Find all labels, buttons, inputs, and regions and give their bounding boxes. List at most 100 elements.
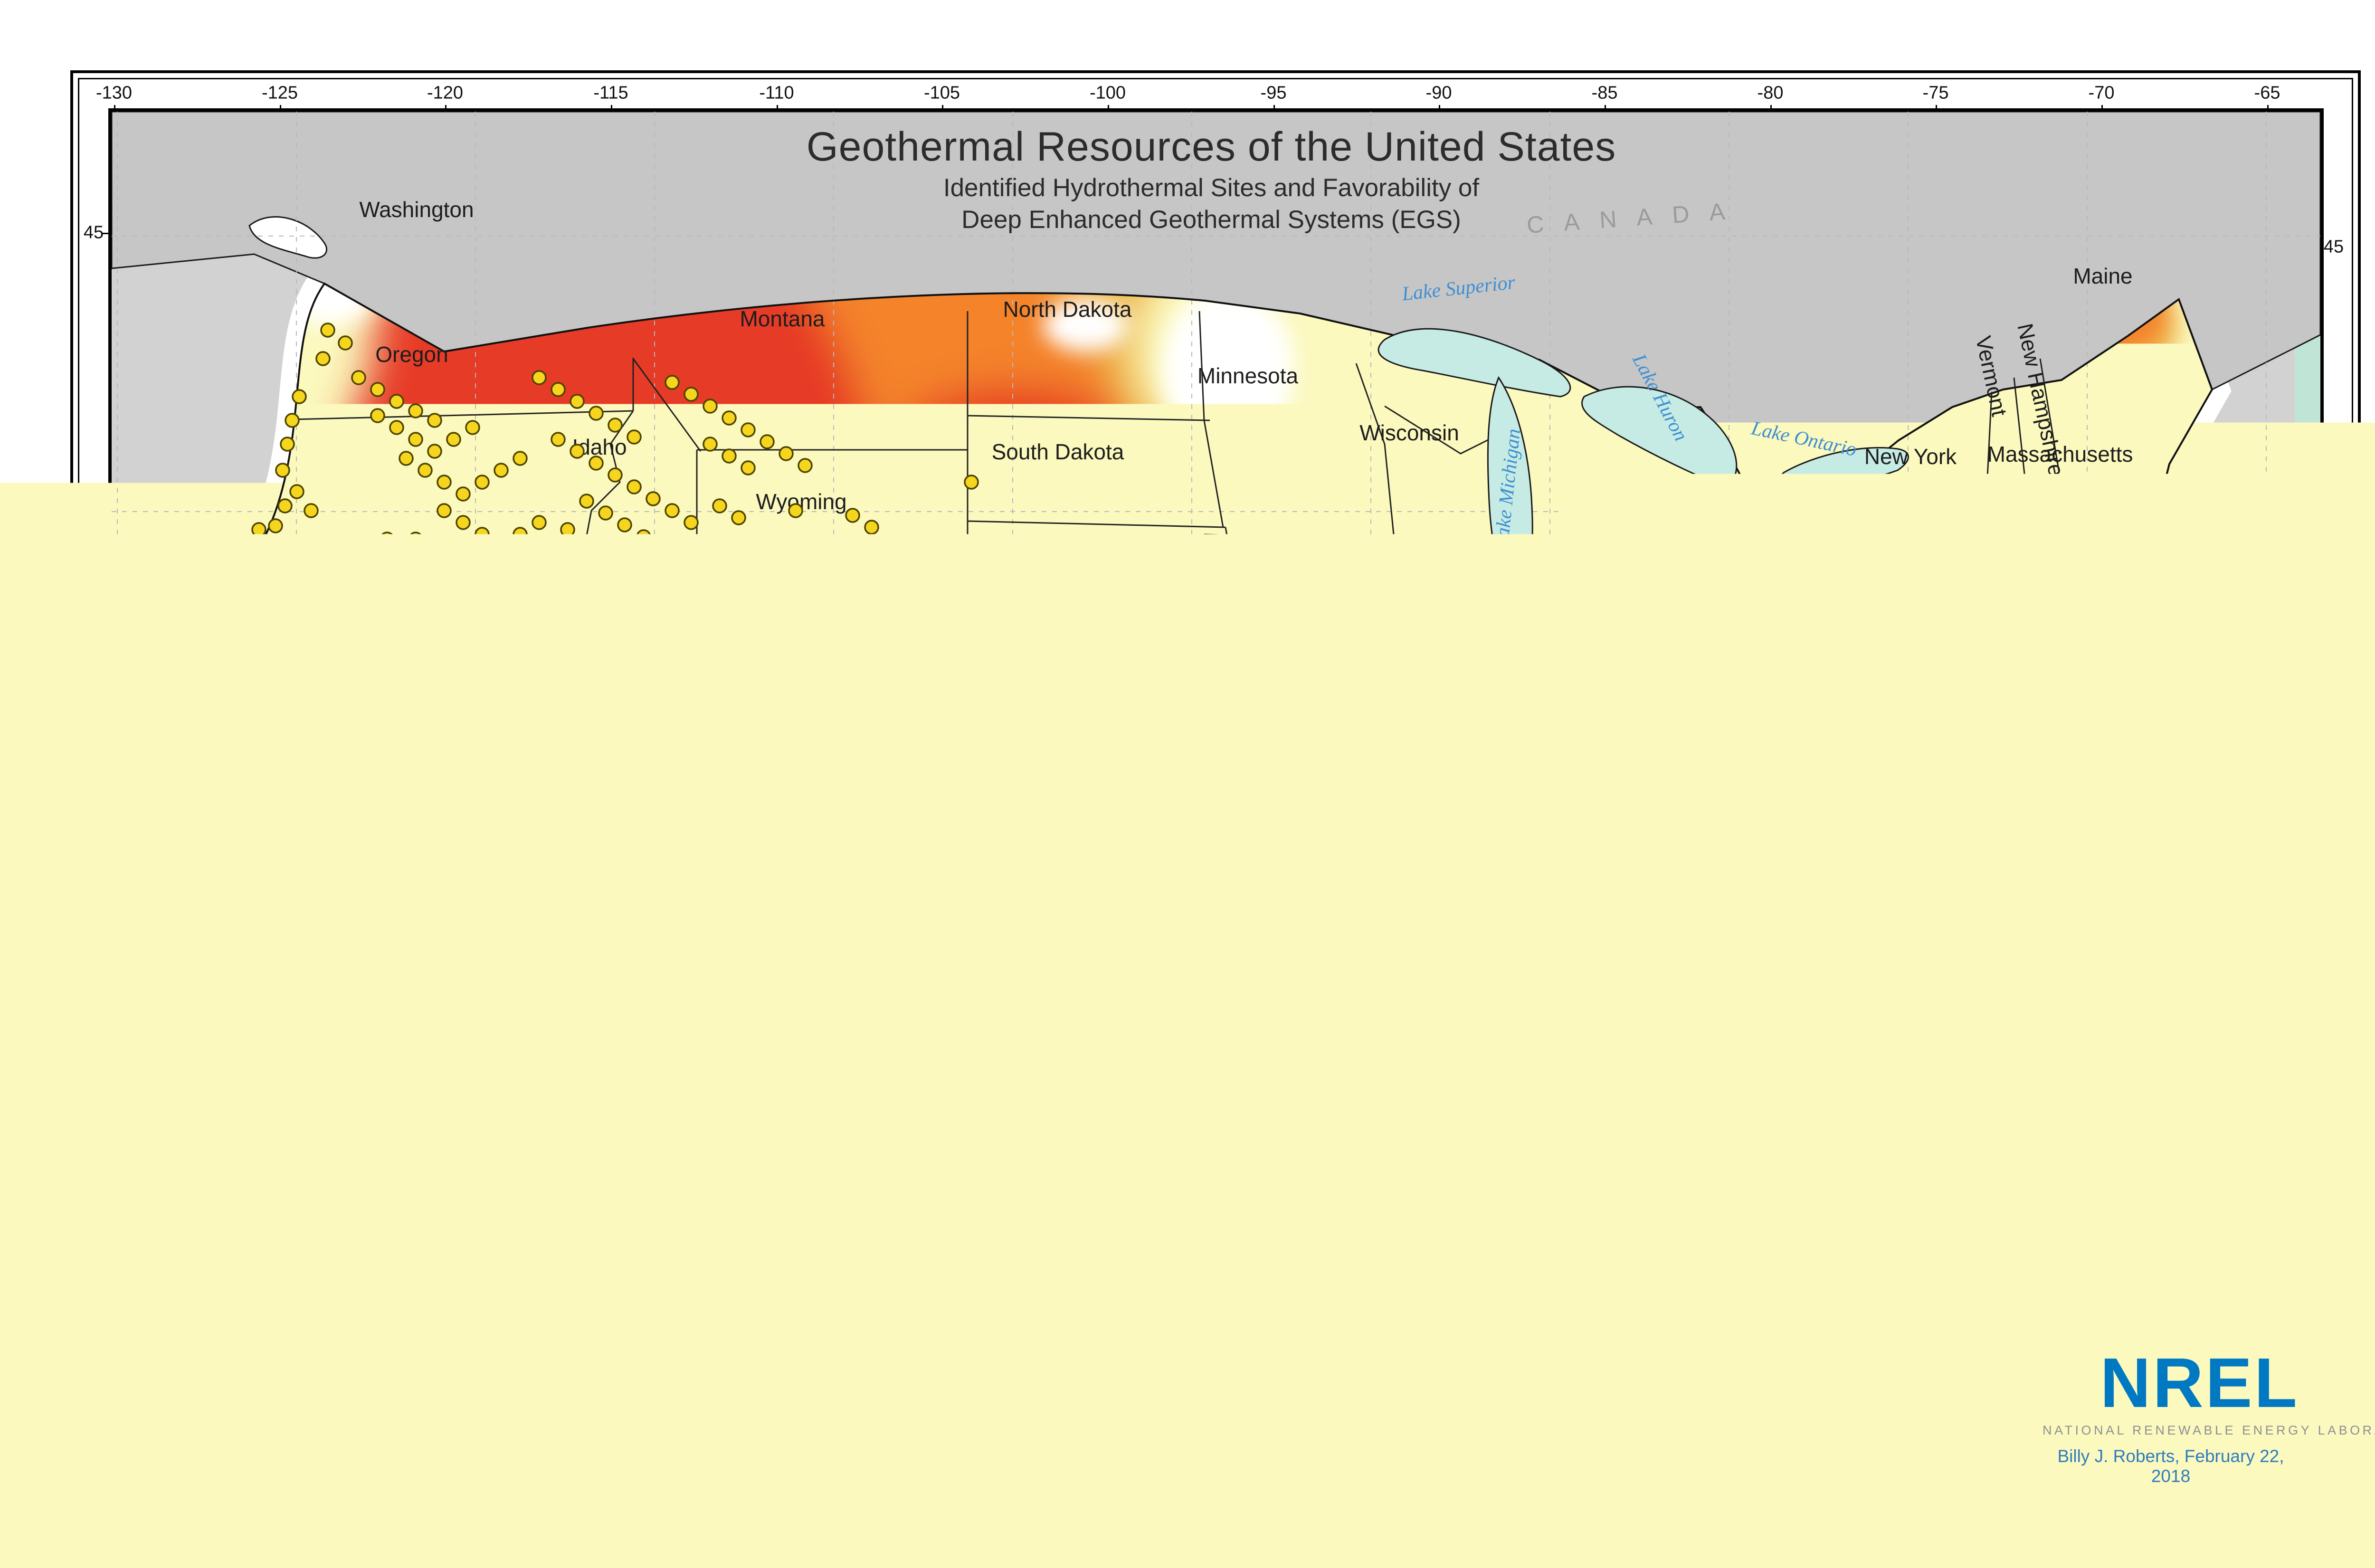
hydrothermal-site-dot bbox=[685, 1037, 699, 1050]
lon-label-bottom: -85 bbox=[1740, 1460, 1766, 1481]
nrel-block: NREL NATIONAL RENEWABLE ENERGY LABORATOR… bbox=[2042, 1348, 2299, 1486]
lon-label-top: -95 bbox=[1261, 83, 1287, 104]
hydrothermal-site-dot bbox=[371, 570, 384, 584]
hydrothermal-site-dot bbox=[656, 722, 669, 736]
inset-lon-bottom: -158 bbox=[834, 1455, 865, 1473]
hydrothermal-site-dot bbox=[247, 1441, 258, 1452]
hydrothermal-site-dot bbox=[523, 570, 536, 584]
hydrothermal-site-dot bbox=[722, 411, 736, 425]
svg-text:Alaska: Alaska bbox=[320, 1305, 386, 1330]
hydrothermal-site-dot bbox=[355, 1342, 367, 1354]
favorability-swatch bbox=[2117, 913, 2158, 932]
hydrothermal-site-dot bbox=[276, 722, 289, 736]
hydrothermal-site-dot bbox=[794, 979, 807, 992]
hydrothermal-site-dot bbox=[314, 874, 327, 888]
hydrothermal-site-dot bbox=[399, 452, 413, 465]
inset-lon-bottom: -156 bbox=[932, 1455, 963, 1473]
alaska-inset-frame: 0 200 400 Miles Alaska RUSSIA CANADA Bering… bbox=[157, 1145, 565, 1456]
map-title: Geothermal Resources of the United State… bbox=[712, 124, 1710, 171]
inset-lat-left: 65 bbox=[135, 1219, 153, 1237]
lon-label-top: -65 bbox=[2254, 83, 2280, 104]
hydrothermal-site-dot bbox=[352, 371, 365, 384]
inset-lon-top: -160 bbox=[307, 1124, 339, 1142]
hydrothermal-site-dot bbox=[418, 556, 432, 570]
hydrothermal-site-dot bbox=[456, 487, 470, 501]
legend-site-label: Identified Hydrothermal Site (≥ 90°C) bbox=[2160, 1006, 2280, 1072]
hydrothermal-site-dot bbox=[604, 903, 617, 916]
lat-label-left: 45 bbox=[84, 223, 104, 243]
hydrothermal-site-dot bbox=[475, 663, 489, 676]
hydrothermal-site-dot bbox=[651, 1007, 665, 1021]
hydrothermal-site-dot bbox=[409, 433, 422, 446]
hydrothermal-site-dot bbox=[333, 893, 346, 907]
legend-na-label: N/A* bbox=[2176, 942, 2217, 965]
hydrothermal-site-dot bbox=[322, 1272, 333, 1283]
hydrothermal-site-dot bbox=[295, 751, 308, 764]
hydrothermal-site-dot bbox=[561, 675, 574, 688]
scalebar-label: 400 bbox=[449, 1414, 476, 1432]
hydrothermal-site-dot bbox=[494, 540, 508, 553]
hydrothermal-site-dot bbox=[732, 511, 745, 524]
hydrothermal-site-dot bbox=[618, 722, 631, 736]
lon-label-top: -115 bbox=[593, 83, 628, 104]
hydrothermal-site-dot bbox=[561, 794, 574, 807]
hydrothermal-site-dot bbox=[262, 608, 275, 622]
hydrothermal-site-dot bbox=[310, 1253, 322, 1264]
inset-lat-right: 20 bbox=[1008, 1334, 1026, 1352]
state-label: Maine bbox=[2073, 264, 2132, 288]
hydrothermal-site-dot bbox=[456, 651, 470, 665]
favorability-swatch bbox=[2117, 856, 2158, 875]
hydrothermal-site-dot bbox=[599, 506, 612, 520]
state-label: Illinois bbox=[1422, 644, 1482, 668]
state-label: Rhode Island bbox=[2118, 495, 2231, 516]
lon-label-bottom: -95 bbox=[1289, 1460, 1315, 1481]
state-label: Wisconsin bbox=[1359, 420, 1459, 445]
hydrothermal-site-dot bbox=[494, 639, 508, 653]
hydrothermal-site-dot bbox=[494, 675, 508, 688]
hydrothermal-site-dot bbox=[277, 1279, 289, 1290]
scalebar-label: 150 bbox=[1499, 1382, 1526, 1400]
hydrothermal-site-dot bbox=[428, 445, 441, 458]
state-label: Louisiana bbox=[1330, 1107, 1423, 1131]
hydrothermal-site-dot bbox=[561, 608, 574, 622]
inset-lon-top: -156 bbox=[863, 1269, 894, 1287]
tick-left bbox=[102, 233, 108, 234]
hydrothermal-site-dot bbox=[257, 694, 270, 707]
state-label: Texas bbox=[1044, 1071, 1101, 1096]
hydrothermal-site-dot bbox=[637, 703, 650, 717]
hydrothermal-site-dot bbox=[627, 998, 641, 1011]
hydrothermal-site-dot bbox=[846, 665, 859, 679]
hydrothermal-site-dot bbox=[352, 836, 365, 850]
hydrothermal-site-dot bbox=[703, 399, 717, 413]
hydrothermal-site-dot bbox=[513, 452, 527, 465]
state-label: Alabama bbox=[1528, 986, 1614, 1010]
title-block: Geothermal Resources of the United State… bbox=[712, 124, 1710, 234]
state-label: California bbox=[261, 705, 354, 730]
hydrothermal-site-dot bbox=[532, 770, 546, 783]
hydrothermal-site-dot bbox=[817, 998, 831, 1011]
hydrothermal-site-dot bbox=[580, 494, 593, 508]
hydrothermal-site-dot bbox=[475, 475, 489, 489]
lat-label-right: 35 bbox=[2324, 779, 2344, 799]
tick-left bbox=[102, 508, 108, 510]
hydrothermal-site-dot bbox=[965, 475, 978, 489]
lat-label-right: 45 bbox=[2324, 237, 2344, 257]
hydrothermal-site-dot bbox=[585, 991, 598, 1004]
hydrothermal-site-dot bbox=[409, 532, 422, 546]
hydrothermal-site-dot bbox=[437, 504, 451, 517]
map-credit: Billy J. Roberts, February 22, 2018 bbox=[2042, 1446, 2299, 1486]
hawaii-map: 0 50 100 Miles Hawaii Pacific Ocean bbox=[657, 1290, 1005, 1443]
state-label: Virginia bbox=[1715, 689, 1788, 714]
lon-label-top: -130 bbox=[96, 83, 132, 104]
state-label: New Jersey bbox=[2076, 570, 2175, 591]
hydrothermal-site-dot bbox=[532, 734, 546, 748]
hydrothermal-site-dot bbox=[675, 618, 688, 631]
hydrothermal-site-dot bbox=[713, 499, 726, 513]
hydrothermal-site-dot bbox=[466, 421, 479, 434]
hydrothermal-site-dot bbox=[589, 456, 603, 470]
hydrothermal-site-dot bbox=[456, 516, 470, 529]
state-label: West bbox=[1727, 667, 1776, 692]
hydrothermal-site-dot bbox=[304, 504, 318, 517]
hydrothermal-site-dot bbox=[475, 699, 489, 712]
hydrothermal-site-dot bbox=[551, 433, 565, 446]
